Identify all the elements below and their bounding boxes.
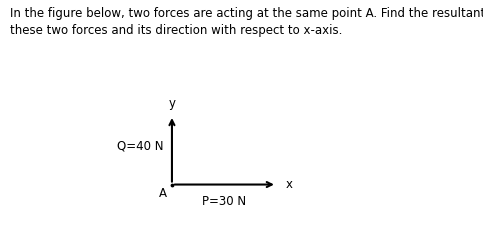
Text: y: y xyxy=(169,97,175,110)
Text: In the figure below, two forces are acting at the same point A. Find the resulta: In the figure below, two forces are acti… xyxy=(10,7,483,37)
Text: A: A xyxy=(159,187,167,200)
Text: P=30 N: P=30 N xyxy=(202,195,246,208)
Text: x: x xyxy=(285,178,292,191)
Text: Q=40 N: Q=40 N xyxy=(117,140,164,153)
